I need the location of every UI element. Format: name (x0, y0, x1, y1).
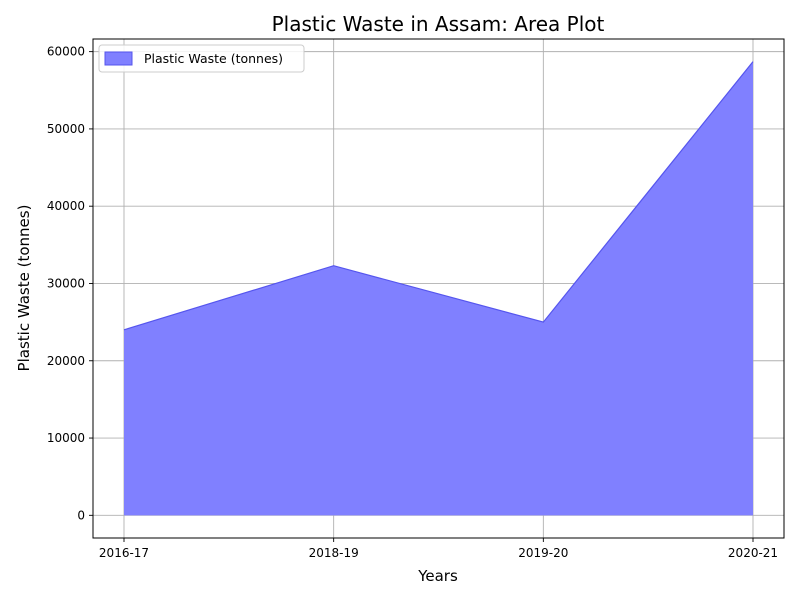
y-axis-ticks: 0 10000 20000 30000 40000 50000 60000 (47, 45, 93, 522)
area-line-series-0 (123, 61, 754, 331)
legend-label: Plastic Waste (tonnes) (144, 51, 283, 66)
x-tick-label-2016-17: 2016-17 (99, 546, 149, 560)
x-axis-ticks: 2016-17 2018-19 2019-20 2020-21 (99, 538, 778, 560)
y-axis-label: Plastic Waste (tonnes) (15, 205, 33, 372)
y-tick-label-10000: 10000 (47, 431, 85, 445)
y-tick-label-0: 0 (77, 508, 85, 522)
x-axis-label: Years (417, 567, 458, 585)
x-tick-label-2019-20: 2019-20 (518, 546, 568, 560)
legend-box (98, 44, 305, 73)
y-tick-label-30000: 30000 (47, 276, 85, 290)
y-tick-label-40000: 40000 (47, 199, 85, 213)
legend-swatch (104, 51, 133, 66)
legend: Plastic Waste (tonnes) (98, 44, 305, 73)
plot-frame (92, 38, 785, 539)
area-series-group (123, 61, 754, 516)
y-tick-label-20000: 20000 (47, 354, 85, 368)
x-tick-label-2020-21: 2020-21 (728, 546, 778, 560)
chart-title: Plastic Waste in Assam: Area Plot (272, 12, 605, 36)
y-tick-label-60000: 60000 (47, 45, 85, 59)
y-tick-label-50000: 50000 (47, 122, 85, 136)
area-fill-series-0 (124, 61, 753, 516)
x-tick-label-2018-19: 2018-19 (309, 546, 359, 560)
